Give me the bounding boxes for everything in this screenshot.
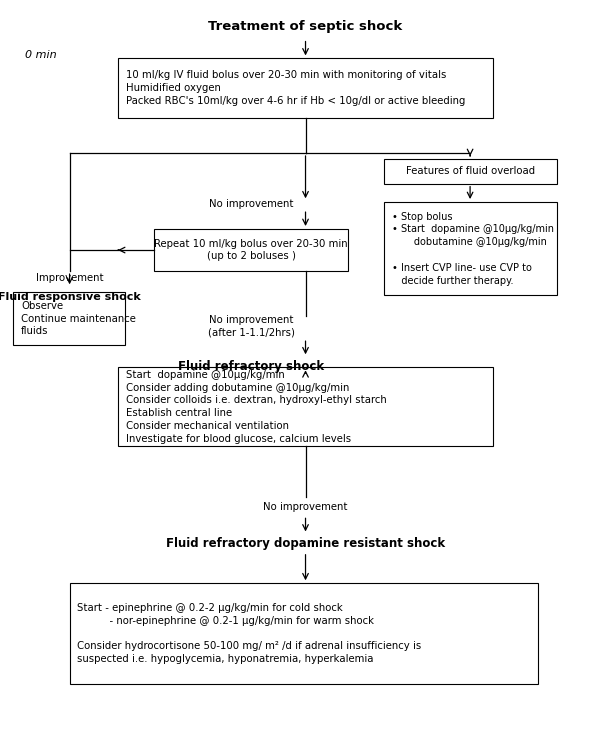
Text: Start - epinephrine @ 0.2-2 μg/kg/min for cold shock
          - nor-epinephrine: Start - epinephrine @ 0.2-2 μg/kg/min fo…: [77, 603, 422, 664]
FancyBboxPatch shape: [118, 58, 493, 118]
FancyBboxPatch shape: [384, 159, 557, 184]
Text: Fluid responsive shock: Fluid responsive shock: [0, 292, 141, 303]
FancyBboxPatch shape: [118, 367, 493, 446]
Text: Treatment of septic shock: Treatment of septic shock: [208, 20, 403, 34]
Text: No improvement: No improvement: [263, 502, 348, 512]
Text: Repeat 10 ml/kg bolus over 20-30 min
(up to 2 boluses ): Repeat 10 ml/kg bolus over 20-30 min (up…: [154, 238, 348, 262]
Text: No improvement
(after 1-1.1/2hrs): No improvement (after 1-1.1/2hrs): [208, 316, 295, 338]
Text: 10 ml/kg IV fluid bolus over 20-30 min with monitoring of vitals
Humidified oxyg: 10 ml/kg IV fluid bolus over 20-30 min w…: [126, 71, 465, 106]
FancyBboxPatch shape: [154, 229, 348, 271]
Text: Observe
Continue maintenance
fluids: Observe Continue maintenance fluids: [21, 301, 136, 336]
FancyBboxPatch shape: [70, 583, 538, 684]
FancyBboxPatch shape: [384, 202, 557, 295]
Text: Fluid refractory dopamine resistant shock: Fluid refractory dopamine resistant shoc…: [166, 537, 445, 550]
Text: Improvement: Improvement: [36, 273, 103, 283]
Text: No improvement: No improvement: [209, 199, 293, 209]
FancyBboxPatch shape: [13, 292, 125, 345]
Text: Start  dopamine @10μg/kg/min
Consider adding dobutamine @10μg/kg/min
Consider co: Start dopamine @10μg/kg/min Consider add…: [126, 370, 387, 444]
Text: Features of fluid overload: Features of fluid overload: [406, 166, 535, 176]
Text: Fluid refractory shock: Fluid refractory shock: [178, 360, 324, 373]
Text: • Stop bolus
• Start  dopamine @10μg/kg/min
       dobutamine @10μg/kg/min

• In: • Stop bolus • Start dopamine @10μg/kg/m…: [392, 211, 554, 286]
Text: 0 min: 0 min: [25, 50, 57, 61]
